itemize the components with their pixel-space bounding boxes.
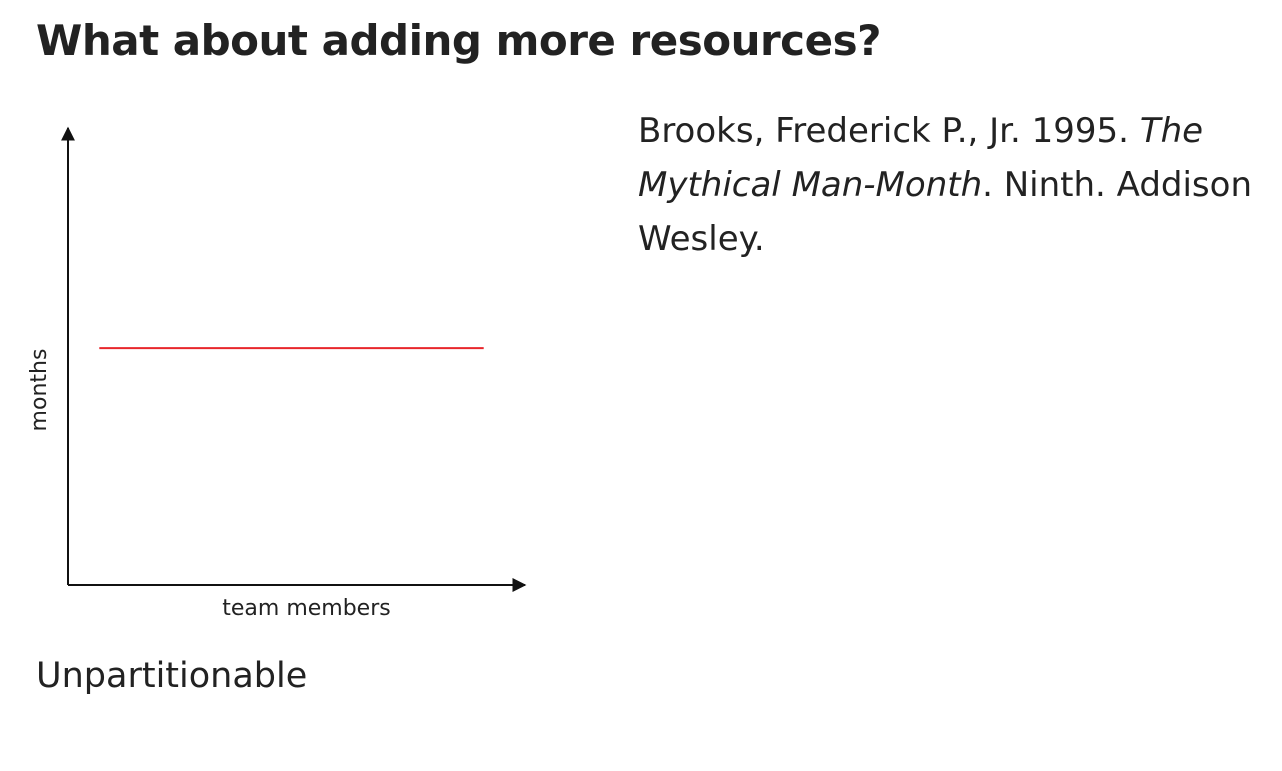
citation-book-title: The Mythical Man-Month	[638, 111, 1204, 205]
x-axis-label: team members	[222, 596, 390, 621]
chart-svg: team members months	[27, 126, 527, 621]
y-axis-label: months	[27, 349, 52, 432]
citation: Brooks, Frederick P., Jr. 1995. The Myth…	[638, 104, 1258, 266]
slide-title: What about adding more resources?	[36, 16, 881, 65]
chart-figure: team members months	[20, 110, 560, 630]
citation-tail: . Ninth. Addison Wesley.	[638, 165, 1252, 259]
citation-lead: Brooks, Frederick P., Jr. 1995.	[638, 111, 1129, 151]
figure-caption: Unpartitionable	[36, 656, 308, 696]
